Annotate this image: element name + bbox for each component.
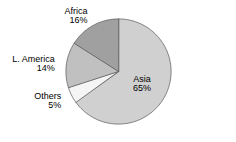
svg-text:Asia65%: Asia65% [133,74,151,93]
svg-text:L. America14%: L. America14% [12,54,55,73]
svg-text:Others5%: Others5% [34,91,62,110]
svg-text:Africa16%: Africa16% [65,6,88,25]
